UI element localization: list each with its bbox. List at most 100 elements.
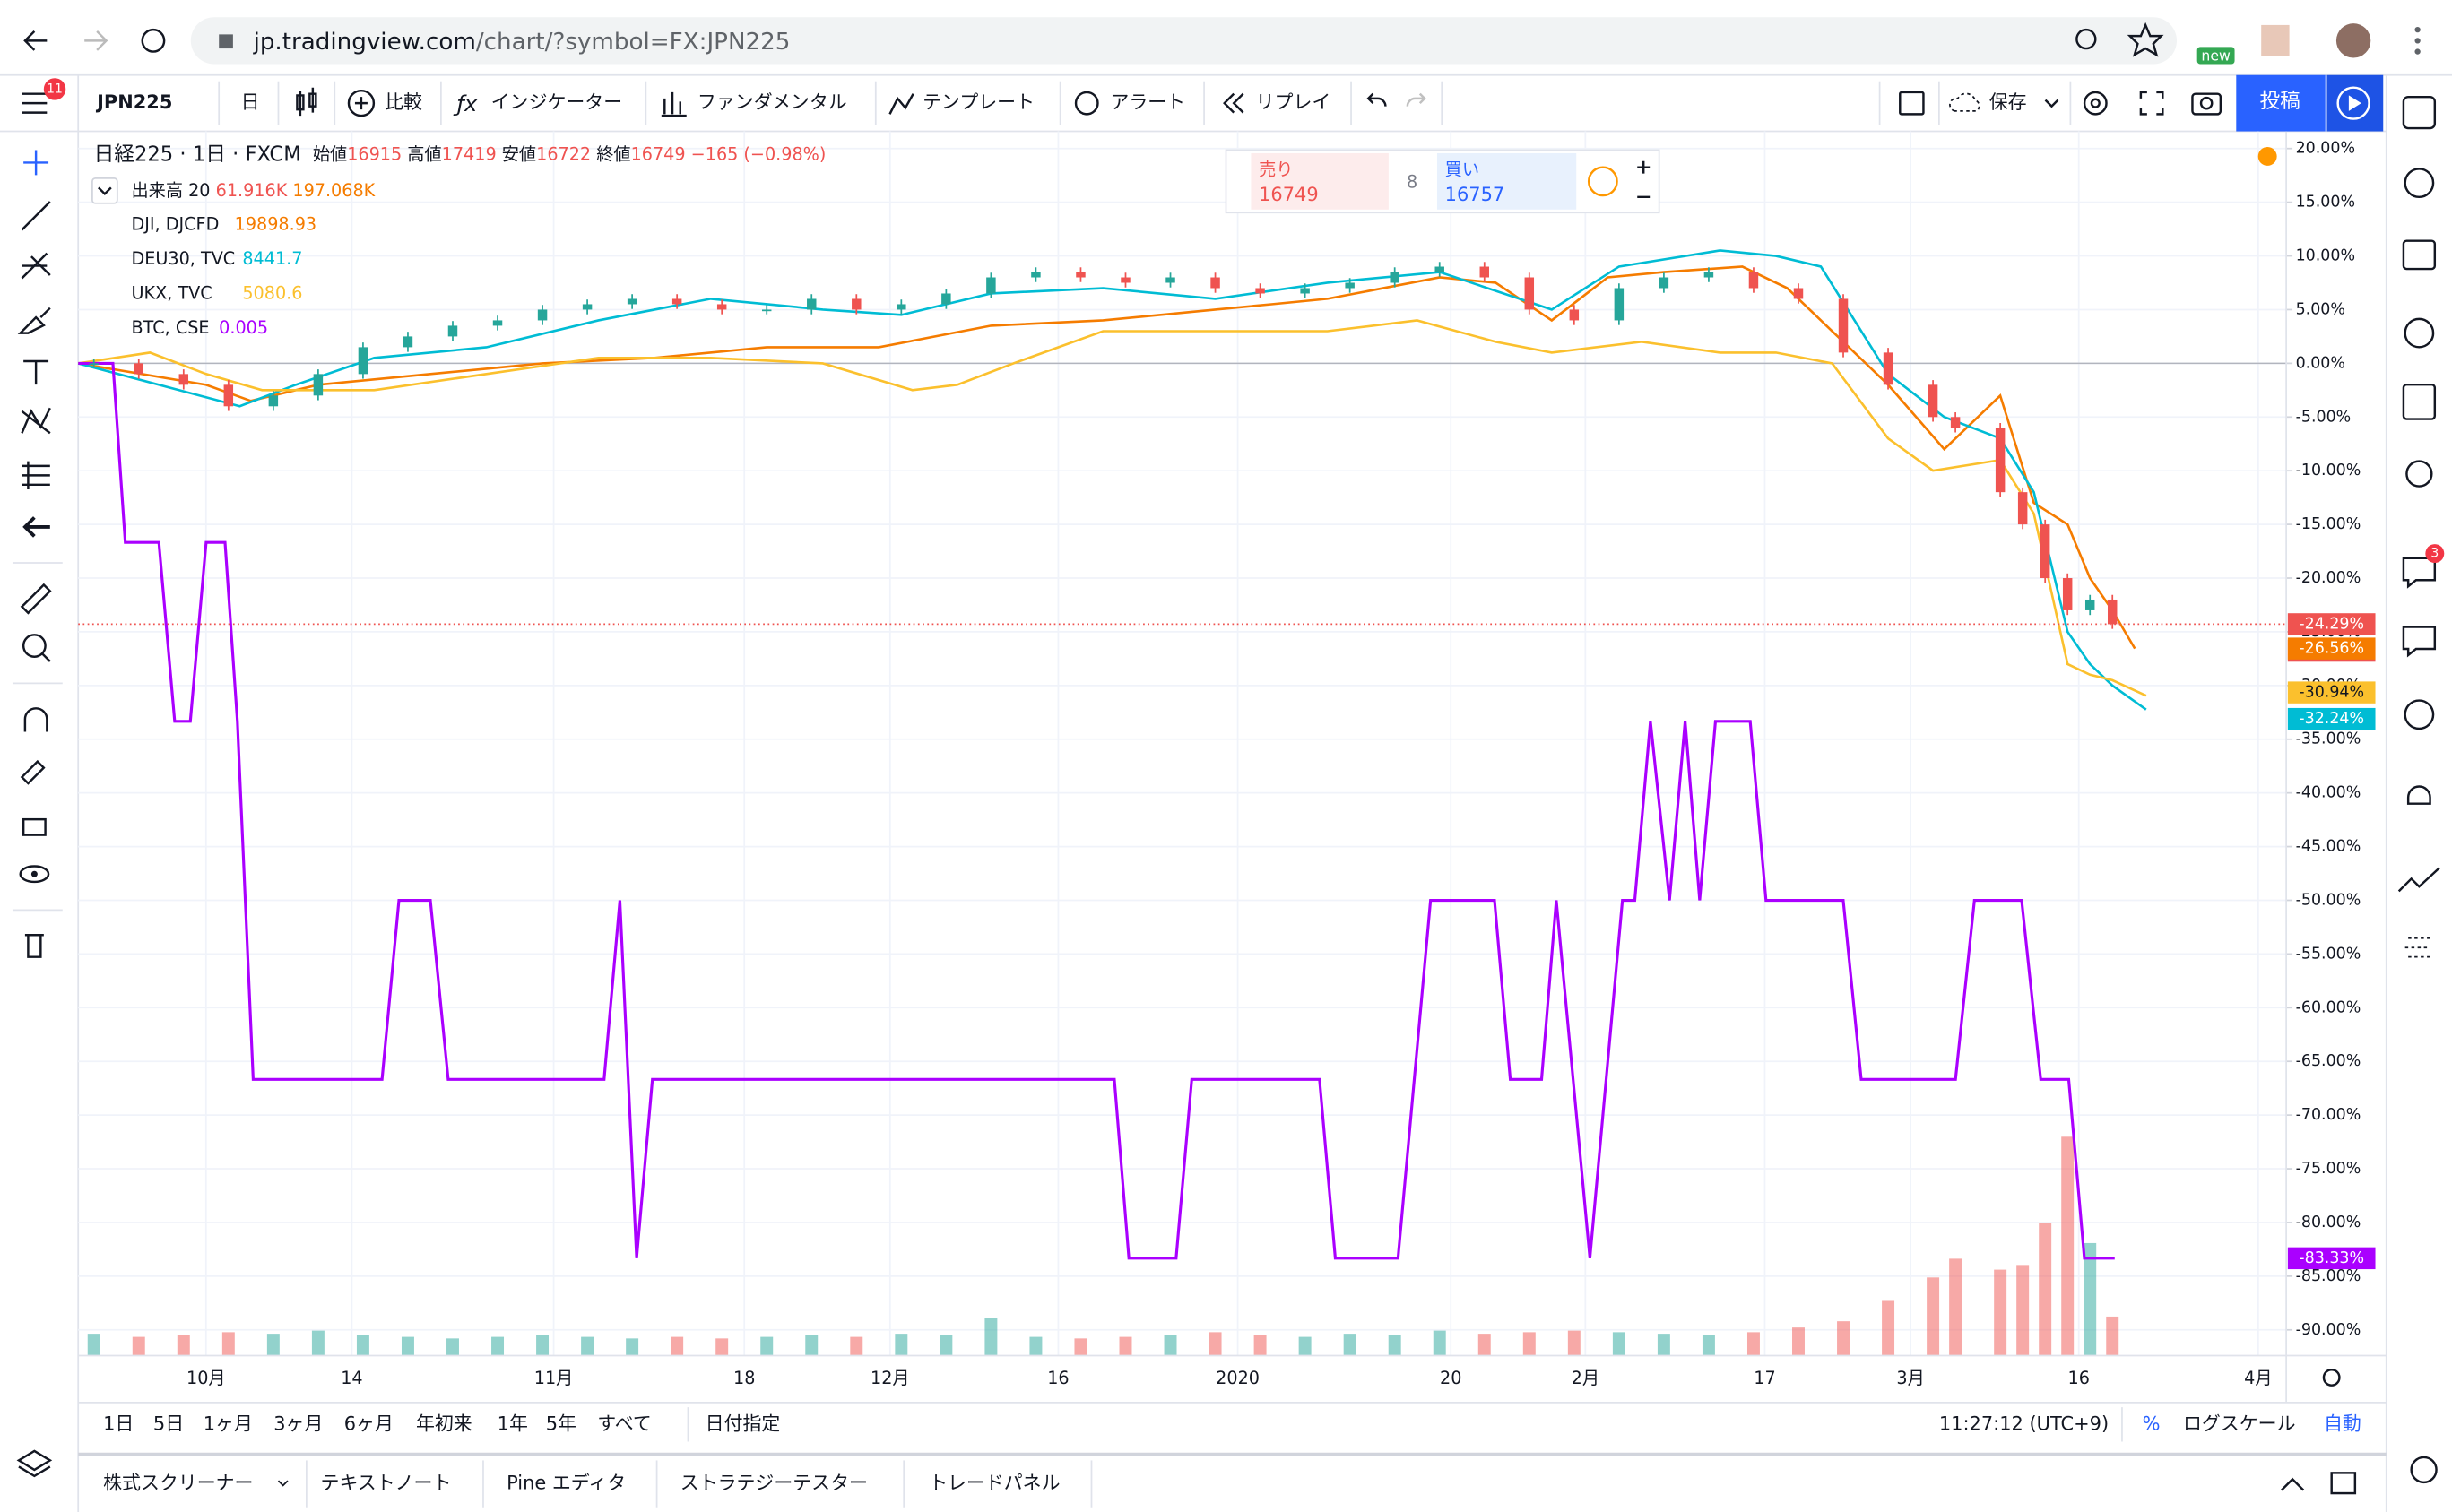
volume-bar (2106, 1316, 2119, 1356)
log-toggle[interactable]: ログスケール (2183, 1413, 2296, 1434)
notifications-button[interactable] (2406, 785, 2431, 805)
measure-tool[interactable] (20, 583, 52, 615)
publish-button[interactable]: 投稿 (2259, 90, 2300, 113)
undo-button[interactable] (1366, 92, 1387, 107)
pattern-tool[interactable] (21, 407, 51, 435)
lock-draw-tool[interactable] (20, 759, 46, 785)
extension-icon[interactable] (2261, 24, 2290, 56)
watchlist-button[interactable] (2402, 95, 2437, 130)
auto-toggle[interactable]: 自動 (2324, 1413, 2361, 1434)
symbol-search[interactable]: JPN225 (95, 91, 172, 113)
forward-button[interactable] (84, 30, 108, 51)
buy-price[interactable]: 16757 (1445, 184, 1505, 205)
panel-tab[interactable]: Pine エディタ (507, 1473, 626, 1494)
text-tool[interactable] (23, 359, 49, 385)
order-panel-button[interactable] (2397, 867, 2440, 893)
interval-button[interactable]: 日 (241, 91, 260, 113)
volume-bar (581, 1336, 594, 1356)
legend-name[interactable]: DEU30, TVC (132, 248, 236, 269)
settings-button[interactable] (2083, 91, 2108, 116)
compare-button[interactable]: 比較 (385, 91, 422, 113)
panel-toggle[interactable] (2281, 1477, 2305, 1491)
snapshot-button[interactable] (2191, 92, 2222, 116)
alert-button[interactable]: アラート (1110, 91, 1185, 113)
crosshair-tool[interactable] (23, 150, 49, 176)
hotlist-button[interactable] (2404, 317, 2435, 349)
private-chats-button[interactable] (2402, 626, 2437, 658)
save-button[interactable]: 保存 (1989, 91, 2027, 113)
legend-name[interactable]: UKX, TVC (132, 282, 212, 303)
range-button[interactable]: 年初来 (416, 1413, 472, 1434)
range-button[interactable]: すべて (597, 1413, 651, 1434)
candle (941, 293, 951, 305)
panel-maximize[interactable] (2330, 1472, 2357, 1495)
chats-button[interactable] (2402, 557, 2437, 589)
bookmark-star[interactable] (2127, 22, 2164, 57)
sell-price[interactable]: 16749 (1259, 184, 1319, 205)
trendline-tool[interactable] (21, 201, 51, 231)
range-button[interactable]: 1ヶ月 (204, 1413, 253, 1434)
browser-menu[interactable] (2414, 48, 2421, 55)
range-button[interactable]: 5年 (546, 1413, 576, 1434)
stream-button[interactable] (2336, 86, 2370, 120)
quantity-buttons[interactable] (1637, 160, 1651, 199)
buy-label[interactable]: 買い (1445, 160, 1479, 180)
legend-name[interactable]: BTC, CSE (132, 317, 210, 338)
info-button[interactable] (1587, 166, 1618, 197)
forecast-tool[interactable] (22, 461, 50, 490)
address-bar[interactable] (190, 17, 2178, 65)
hide-toolbar[interactable] (22, 516, 50, 538)
percent-toggle[interactable]: % (2143, 1413, 2161, 1434)
ohlc-value: 16722 (536, 143, 591, 164)
sell-label[interactable]: 売り (1259, 160, 1293, 180)
fib-tool[interactable] (21, 252, 51, 280)
candle (1345, 282, 1355, 289)
data-window-button[interactable] (2402, 239, 2437, 271)
main-menu[interactable] (22, 92, 48, 114)
templates-button[interactable]: テンプレート (923, 91, 1035, 113)
buy-button-bg (1436, 152, 1577, 210)
alerts-button[interactable] (2404, 168, 2435, 199)
delete-tool[interactable] (24, 934, 44, 958)
lock-tool[interactable] (22, 817, 47, 836)
legend-collapse[interactable] (91, 177, 118, 204)
redo-button[interactable] (1406, 92, 1426, 107)
range-button[interactable]: 6ヶ月 (344, 1413, 394, 1434)
y-tick-label: -45.00% (2296, 838, 2361, 856)
indicators-button[interactable]: インジケーター (491, 91, 622, 113)
panel-tab[interactable]: トレードパネル (929, 1473, 1060, 1494)
brush-tool[interactable] (17, 307, 51, 334)
replay-button[interactable]: リプレイ (1256, 91, 1331, 113)
visibility-tool[interactable] (19, 865, 50, 884)
ideas-button[interactable] (2405, 460, 2433, 488)
warning-icon[interactable] (2257, 146, 2277, 166)
volume-bar (1792, 1327, 1805, 1356)
range-button[interactable]: 5日 (153, 1413, 184, 1434)
streams-button[interactable] (2404, 699, 2435, 730)
back-button[interactable] (23, 30, 48, 51)
fundamentals-button[interactable]: ファンダメンタル (697, 91, 847, 113)
object-tree[interactable] (16, 1449, 53, 1478)
reload-button[interactable] (141, 28, 166, 53)
date-range-button[interactable]: 日付指定 (706, 1413, 781, 1434)
volume-bar (1567, 1330, 1581, 1356)
fullscreen-button[interactable] (2139, 91, 2164, 116)
help-button[interactable] (2410, 1456, 2438, 1484)
range-button[interactable]: 1日 (103, 1413, 134, 1434)
panel-tab[interactable]: 株式スクリーナー (103, 1473, 253, 1494)
legend-name[interactable]: DJI, DJCFD (132, 214, 220, 235)
zoom-tool[interactable] (22, 634, 47, 658)
candle (1255, 288, 1265, 294)
layout-button[interactable] (1899, 91, 1925, 116)
panel-tab[interactable]: テキストノート (321, 1473, 452, 1494)
axis-settings[interactable] (2322, 1369, 2341, 1387)
chart-type-button[interactable] (296, 87, 317, 117)
range-button[interactable]: 1年 (498, 1413, 528, 1434)
profile-avatar[interactable] (2335, 23, 2371, 58)
zoom-icon[interactable] (2075, 28, 2097, 50)
magnet-tool[interactable] (23, 707, 48, 732)
calendar-button[interactable] (2402, 383, 2437, 420)
panel-tab[interactable]: ストラテジーテスター (680, 1473, 868, 1494)
range-button[interactable]: 3ヶ月 (273, 1413, 323, 1434)
dom-button[interactable] (2404, 937, 2430, 958)
